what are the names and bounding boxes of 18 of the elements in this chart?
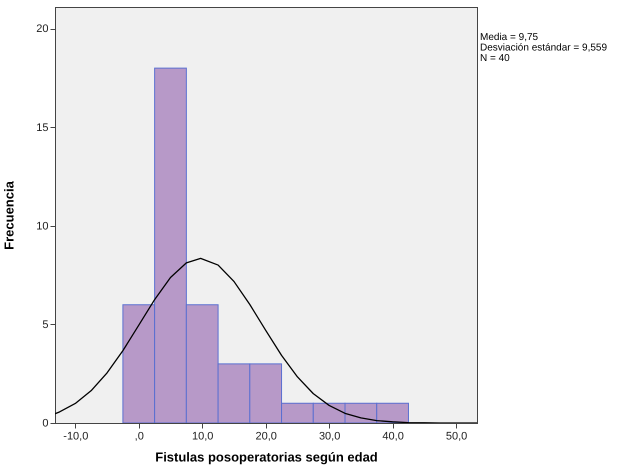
x-tick-label: ,0: [134, 430, 144, 442]
x-tick-label: 30,0: [318, 430, 340, 442]
x-tick-label: 40,0: [382, 430, 404, 442]
y-tick-label: 0: [42, 418, 48, 430]
x-tick-label: 10,0: [192, 430, 214, 442]
y-tick-label: 10: [36, 220, 48, 232]
text: N = 40: [480, 53, 510, 64]
x-tick-label: 50,0: [446, 430, 468, 442]
line-series: [55, 258, 477, 423]
y-tick-label: 15: [36, 122, 48, 134]
text: Desviación estándar = 9,559: [480, 42, 608, 54]
x-axis-title: Fistulas posoperatorias según edad: [155, 450, 378, 464]
x-tick-label: 20,0: [255, 430, 277, 442]
text: Media = 9,75: [480, 32, 539, 43]
y-axis-title: Frecuencia: [1, 180, 16, 250]
y-tick-label: 5: [42, 318, 48, 331]
y-tick-label: 20: [36, 23, 48, 36]
x-tick-label: -10,0: [63, 430, 88, 442]
